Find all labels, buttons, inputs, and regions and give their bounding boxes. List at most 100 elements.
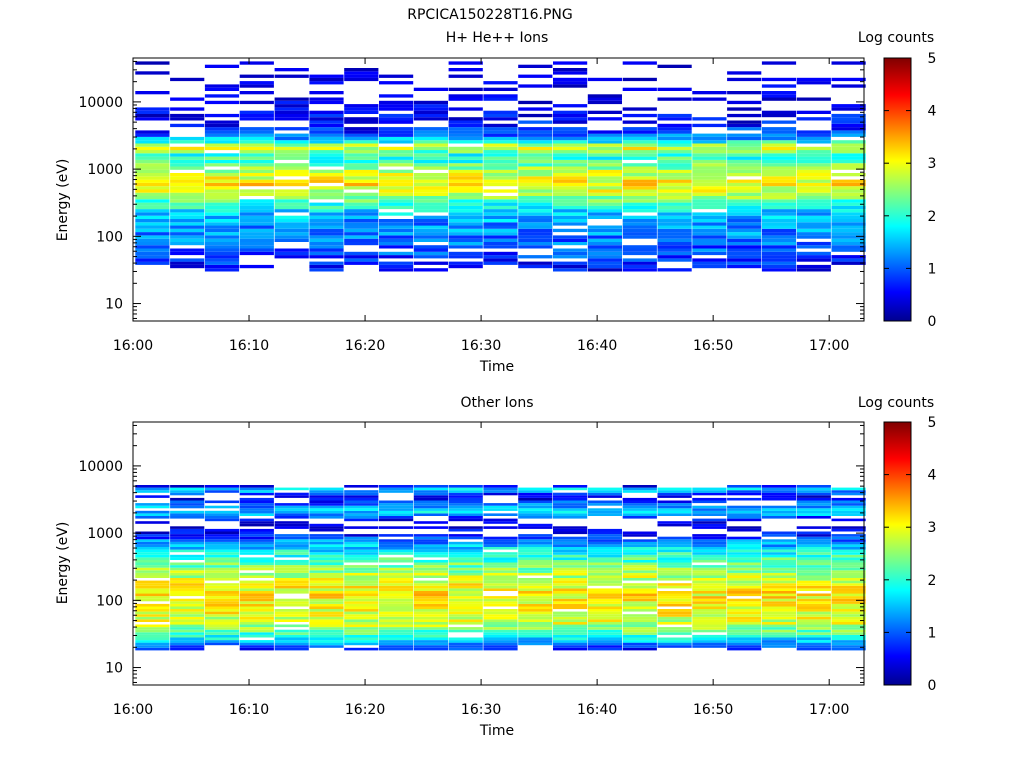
heatmap-cell: [622, 637, 657, 641]
heatmap-cell: [344, 209, 379, 213]
heatmap-cell: [413, 632, 448, 635]
heatmap-cell: [587, 570, 622, 573]
heatmap-cell: [692, 123, 727, 128]
heatmap-cell: [483, 570, 518, 573]
heatmap-cell: [170, 179, 205, 183]
heatmap-cell: [135, 640, 170, 643]
heatmap-cell: [587, 534, 622, 537]
heatmap-cell: [622, 534, 657, 537]
heatmap-cell: [831, 255, 866, 259]
heatmap-cell: [448, 94, 483, 98]
heatmap-cell: [518, 241, 553, 246]
heatmap-cell: [587, 100, 622, 105]
heatmap-cell: [379, 559, 414, 563]
heatmap-cell: [518, 235, 553, 239]
heatmap-cell: [692, 606, 727, 610]
heatmap-cell: [344, 176, 379, 180]
heatmap-cell: [413, 222, 448, 226]
heatmap-cell: [309, 77, 344, 82]
heatmap-cell: [170, 510, 205, 514]
heatmap-cell: [413, 255, 448, 259]
heatmap-cell: [761, 516, 797, 519]
heatmap-cell: [657, 554, 692, 558]
heatmap-cell: [170, 77, 205, 82]
heatmap-cell: [553, 199, 588, 203]
heatmap-cell: [518, 510, 553, 514]
heatmap-cell: [239, 562, 274, 566]
heatmap-cell: [309, 565, 344, 568]
heatmap-cell: [622, 562, 657, 566]
heatmap-cell: [170, 554, 205, 558]
heatmap-cell: [379, 510, 414, 514]
heatmap-cell: [135, 61, 170, 65]
heatmap-cell: [587, 539, 622, 542]
heatmap-cell: [692, 232, 727, 236]
heatmap-cell: [553, 642, 588, 646]
heatmap-cell: [587, 202, 622, 206]
heatmap-cell: [344, 156, 379, 160]
heatmap-cell: [796, 539, 831, 542]
heatmap-cell: [239, 150, 274, 154]
heatmap-cell: [204, 593, 240, 597]
heatmap-cell: [657, 508, 692, 511]
heatmap-cell: [727, 202, 762, 206]
heatmap-cell: [622, 622, 657, 625]
heatmap-cell: [727, 627, 762, 630]
heatmap-cell: [727, 609, 762, 612]
heatmap-cell: [309, 557, 344, 560]
heatmap-cell: [170, 159, 205, 164]
heatmap-cell: [379, 591, 414, 594]
heatmap-cell: [344, 186, 379, 190]
heatmap-cell: [483, 225, 518, 229]
heatmap-cell: [135, 232, 170, 236]
heatmap-cell: [204, 528, 240, 532]
heatmap-cell: [518, 261, 553, 265]
heatmap-cell: [761, 202, 797, 206]
heatmap-cell: [170, 611, 205, 615]
heatmap-cell: [413, 215, 448, 219]
heatmap-cell: [204, 611, 240, 615]
heatmap-cell: [135, 565, 170, 568]
heatmap-cell: [553, 179, 588, 183]
heatmap-cell: [518, 492, 553, 496]
heatmap-cell: [309, 487, 344, 491]
heatmap-cell: [831, 510, 866, 514]
heatmap-cell: [518, 565, 553, 568]
heatmap-cell: [170, 225, 205, 229]
heatmap-cell: [483, 176, 518, 180]
heatmap-cell: [309, 140, 344, 144]
heatmap-cell: [727, 143, 762, 147]
heatmap-cell: [170, 567, 205, 571]
heatmap-cell: [483, 130, 518, 134]
heatmap-cell: [135, 245, 170, 249]
heatmap-cell: [727, 547, 762, 550]
heatmap-cell: [657, 209, 692, 213]
heatmap-cell: [309, 614, 344, 617]
heatmap-cell: [448, 196, 483, 200]
heatmap-cell: [170, 238, 205, 242]
heatmap-cell: [553, 130, 588, 134]
heatmap-cell: [657, 215, 692, 219]
heatmap-cell: [831, 150, 866, 154]
heatmap-cell: [239, 225, 274, 229]
heatmap-cell: [518, 508, 553, 511]
heatmap-cell: [692, 186, 727, 190]
heatmap-cell: [692, 557, 727, 560]
heatmap-cell: [413, 559, 448, 563]
heatmap-cell: [413, 202, 448, 206]
heatmap-cell: [448, 562, 483, 566]
heatmap-cell: [796, 209, 831, 213]
heatmap-cell: [448, 575, 483, 578]
heatmap-cell: [309, 245, 344, 249]
heatmap-cell: [518, 232, 553, 236]
heatmap-cell: [309, 248, 344, 252]
heatmap-cell: [379, 544, 414, 547]
heatmap-cell: [657, 127, 692, 131]
heatmap-cell: [170, 485, 205, 488]
heatmap-cell: [727, 640, 762, 643]
heatmap-cell: [796, 632, 831, 635]
heatmap-cell: [239, 130, 274, 134]
heatmap-cell: [483, 622, 518, 625]
heatmap-cell: [344, 585, 379, 589]
heatmap-cell: [135, 536, 170, 540]
